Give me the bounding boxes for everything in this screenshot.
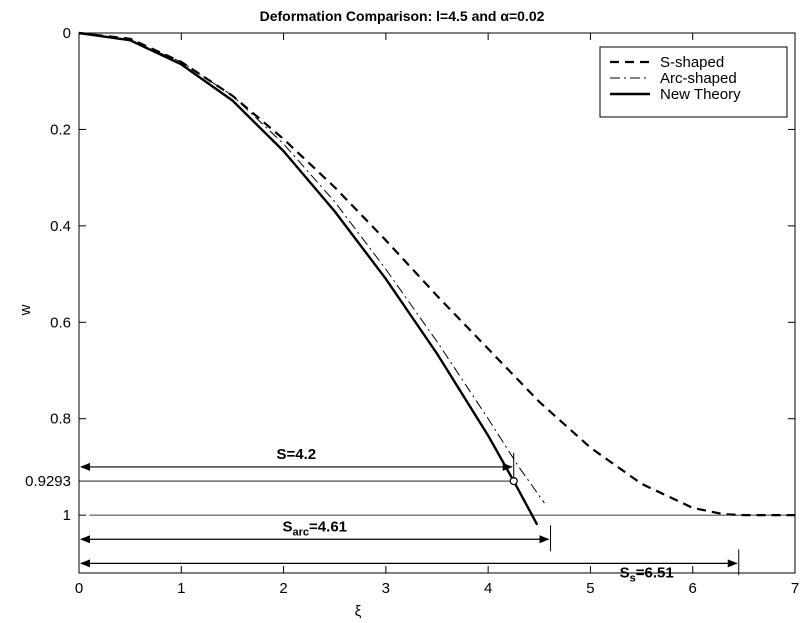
arrow-head [80,462,90,471]
legend-box [599,46,788,118]
arrow-head [80,559,90,568]
arrow-head [80,535,90,544]
plot-frame [78,32,796,574]
length-annotations: S=4.2 Sarc=4.61 Ss=6.51 [80,446,740,584]
x-tick-label: 2 [279,580,287,597]
legend-label: New Theory [660,86,741,103]
y-axis-ticks: 0 0.2 0.4 0.6 0.8 0.9293 1 [25,25,795,524]
arrow-head [502,462,513,471]
y-tick-label: 0.2 [50,121,71,138]
dimension-label: S=4.2 [277,446,317,463]
x-axis-label: ξ [355,603,362,620]
legend-label: S-shaped [660,54,724,71]
series-line-arc-shaped [78,32,545,504]
x-tick-label: 0 [75,580,83,597]
y-tick-label: 0.9293 [25,473,71,490]
x-tick-label: 4 [484,580,492,597]
y-axis-label: w [17,304,34,316]
y-tick-label: 1 [63,507,71,524]
x-tick-label: 5 [586,580,594,597]
y-tick-label: 0 [63,25,71,42]
reference-lines [79,480,795,516]
x-tick-label: 6 [689,580,697,597]
arrow-head [727,559,738,568]
dimension-label: Ss=6.51 [620,564,674,584]
series-line-s-shaped [78,31,795,517]
y-tick-label: 0.6 [50,314,71,331]
legend-label: Arc-shaped [660,70,737,87]
y-tick-label: 0.8 [50,411,71,428]
x-tick-label: 7 [791,580,799,597]
chart-title: Deformation Comparison: l=4.5 and α=0.02 [260,8,545,24]
x-tick-label: 3 [382,580,390,597]
x-tick-label: 1 [177,580,185,597]
arrow-head [539,535,550,544]
y-tick-label: 0.4 [50,218,71,235]
dimension-label: Sarc=4.61 [283,518,348,538]
plot-area [78,32,796,574]
x-axis-ticks: 0 1 2 3 4 5 6 7 [75,33,799,597]
series-line-new-theory [78,31,539,526]
series-lines [78,31,795,526]
